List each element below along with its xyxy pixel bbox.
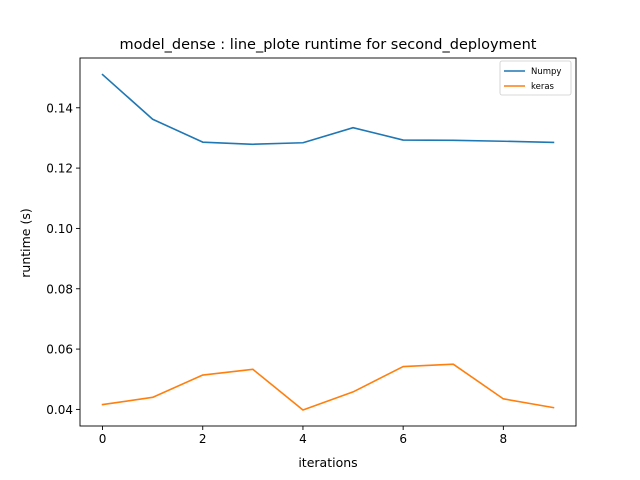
plot-area [79, 57, 577, 427]
x-axis: 0 2 4 6 8 [99, 426, 507, 446]
chart-title: model_dense : line_plote runtime for sec… [120, 37, 537, 53]
x-tick-label: 8 [500, 432, 508, 446]
y-axis-label: runtime (s) [18, 208, 33, 277]
y-tick-label: 0.04 [46, 403, 73, 417]
y-tick-label: 0.12 [46, 162, 73, 176]
plot-frame [79, 57, 577, 427]
legend-label-0: Numpy [531, 67, 561, 77]
y-axis: 0.04 0.06 0.08 0.10 0.12 0.14 [46, 101, 80, 417]
x-tick-label: 2 [199, 432, 207, 446]
x-tick-label: 6 [399, 432, 407, 446]
x-tick-label: 0 [99, 432, 107, 446]
series-layer [101, 73, 555, 411]
y-tick-label: 0.06 [46, 343, 73, 357]
y-tick-label: 0.10 [46, 222, 73, 236]
y-tick-label: 0.08 [46, 282, 73, 296]
series-line-1 [101, 363, 555, 411]
series-line-0 [101, 73, 555, 146]
x-tick-label: 4 [299, 432, 307, 446]
legend-label-1: keras [531, 82, 555, 92]
y-tick-label: 0.14 [46, 101, 73, 115]
legend: Numpy keras [499, 60, 572, 96]
x-axis-label: iterations [298, 455, 357, 470]
